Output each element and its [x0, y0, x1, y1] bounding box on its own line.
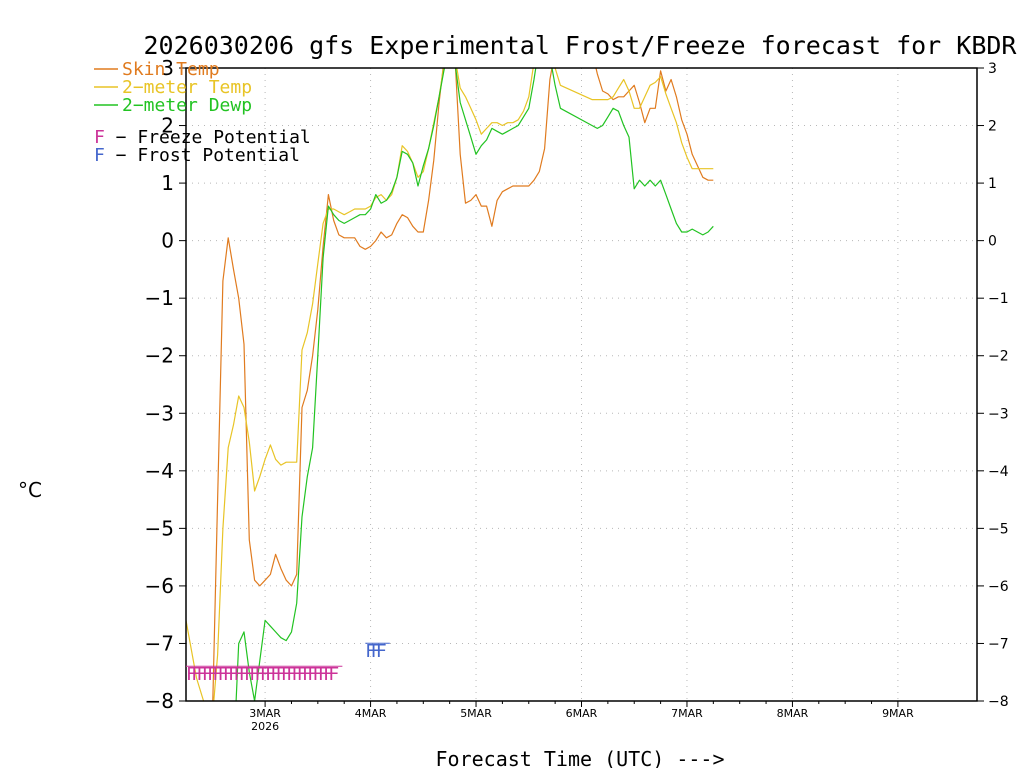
legend-temp-label: 2−meter Temp	[122, 77, 252, 98]
series-line-2-meter-dewp	[235, 68, 714, 701]
y-tick-label-right: 2	[988, 119, 997, 135]
y-tick-label: 2	[161, 114, 174, 138]
y-axis-label: °C	[18, 478, 42, 502]
legend-frost-symbol: F	[94, 145, 105, 166]
y-tick-label: −5	[145, 516, 174, 540]
freeze-potential-marker: F	[286, 664, 297, 685]
y-tick-label: −3	[145, 401, 174, 425]
series-layer	[186, 68, 714, 701]
freeze-potential-marker: F	[218, 664, 229, 685]
freeze-potential-marker: F	[255, 664, 266, 685]
legend-freeze-label: − Freeze Potential	[105, 127, 311, 148]
legend-frost: F − Frost Potential	[94, 145, 300, 166]
freeze-potential-marker: F	[207, 664, 218, 685]
freeze-potential-marker: F	[260, 664, 271, 685]
y-tick-label-right: −4	[988, 464, 1009, 480]
y-tick-label-right: −2	[988, 349, 1009, 365]
y-tick-label-right: −8	[988, 694, 1009, 710]
y-tick-label-right: −7	[988, 636, 1009, 652]
y-tick-label: 3	[161, 56, 174, 80]
y-tick-label-right: −5	[988, 521, 1009, 537]
legend: Skin Temp 2−meter Temp 2−meter Dewp F − …	[94, 59, 311, 166]
freeze-potential-marker: F	[197, 664, 208, 685]
y-tick-label: −7	[145, 631, 174, 655]
freeze-potential-marker: F	[186, 664, 197, 685]
x-tick-label: 6MAR	[566, 707, 598, 720]
x-tick-label: 7MAR	[671, 707, 703, 720]
chart-title: 2026030206 gfs Experimental Frost/Freeze…	[144, 31, 1018, 60]
x-tick-label: 9MAR	[882, 707, 914, 720]
legend-skin-label: Skin Temp	[122, 59, 220, 80]
freeze-potential-marker: F	[323, 664, 334, 685]
freeze-potential-marker: F	[291, 664, 302, 685]
y-tick-label: 1	[161, 171, 174, 195]
legend-dewp-label: 2−meter Dewp	[122, 95, 252, 116]
freeze-potential-marker: F	[270, 664, 281, 685]
freeze-potential-marker: F	[191, 664, 202, 685]
y-axis: −8 −8 −7 −7 −6 −6 −5 −5 −4 −4 −3 −3 −2 −2 −1 −1 0 0 1 1 2 2 3 3	[145, 56, 1009, 713]
freeze-potential-marker: F	[297, 664, 308, 685]
y-tick-label-right: −6	[988, 579, 1009, 595]
freeze-potential-marker: F	[307, 664, 318, 685]
freeze-potential-marker: F	[233, 664, 244, 685]
freeze-potential-marker: F	[244, 664, 255, 685]
freeze-potential-marker: F	[212, 664, 223, 685]
legend-freeze: F − Freeze Potential	[94, 127, 311, 148]
freeze-potential-marker: F	[281, 664, 292, 685]
grid-lines	[186, 68, 977, 701]
y-tick-label-right: 3	[988, 61, 997, 77]
y-tick-label: −6	[145, 574, 174, 598]
y-tick-label-right: −1	[988, 291, 1009, 307]
freeze-potential-marker: F	[228, 664, 239, 685]
x-tick-label: 4MAR	[355, 707, 387, 720]
legend-freeze-symbol: F	[94, 127, 105, 148]
y-tick-label: −2	[145, 344, 174, 368]
y-tick-label: −1	[145, 286, 174, 310]
freeze-potential-marker: F	[276, 664, 287, 685]
x-tick-label: 5MAR	[460, 707, 492, 720]
y-tick-label: −8	[145, 689, 174, 713]
freeze-potential-marker: F	[318, 664, 329, 685]
x-axis-label: Forecast Time (UTC) --->	[436, 747, 725, 768]
freeze-potential-marker: F	[202, 664, 213, 685]
x-tick-label: 8MAR	[777, 707, 809, 720]
y-tick-label-right: −3	[988, 406, 1009, 422]
legend-frost-label: − Frost Potential	[105, 145, 300, 166]
y-tick-label-right: 0	[988, 234, 997, 250]
freeze-potential-marker: F	[239, 664, 250, 685]
freeze-potential-marker: F	[328, 664, 339, 685]
plot-frame	[185, 67, 978, 702]
y-tick-label-right: 1	[988, 176, 997, 192]
x-tick-label: 3MAR	[249, 707, 281, 720]
frost-potential-marker: F	[376, 641, 387, 662]
freeze-potential-marker: F	[223, 664, 234, 685]
frost-potential-marker: F	[365, 641, 376, 662]
freeze-potential-marker: F	[302, 664, 313, 685]
frost-potential-marker: F	[371, 641, 382, 662]
freeze-potential-marker: F	[249, 664, 260, 685]
freeze-potential-marker: F	[313, 664, 324, 685]
freeze-potential-marker: F	[265, 664, 276, 685]
y-tick-label: 0	[161, 229, 174, 253]
y-tick-label: −4	[145, 459, 174, 483]
x-tick-sublabel: 2026	[251, 720, 279, 733]
